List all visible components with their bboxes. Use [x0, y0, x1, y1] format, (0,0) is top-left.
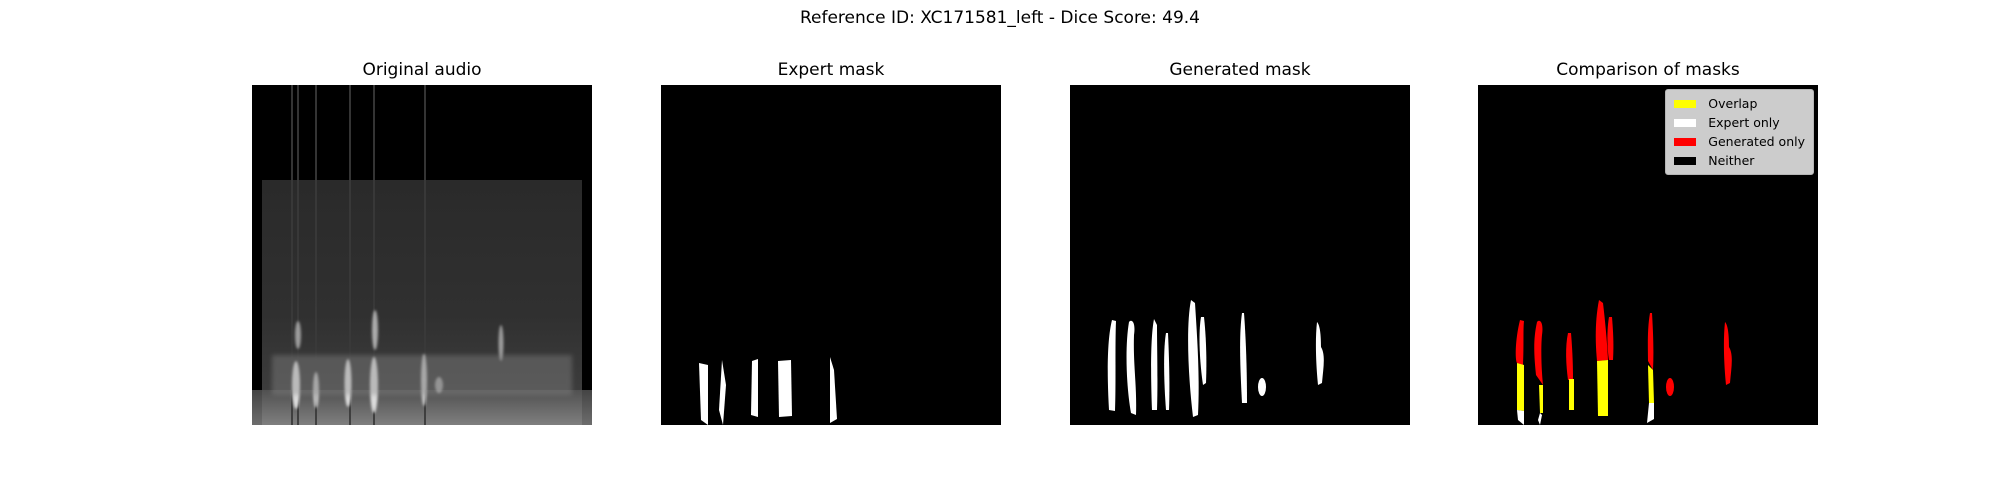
panel-title-expert-mask: Expert mask [661, 60, 1001, 80]
legend-label-neither: Neither [1708, 153, 1754, 168]
figure-title: Reference ID: XC171581_left - Dice Score… [0, 8, 2000, 28]
generated-segment [1108, 320, 1116, 411]
legend-swatch-neither [1674, 157, 1696, 165]
generated-segment [1316, 322, 1324, 385]
comparison-panel: Overlap Expert only Generated only Neith… [1478, 85, 1818, 425]
expert-segment [778, 360, 792, 417]
expert-segment [699, 363, 708, 425]
legend-item-neither: Neither [1674, 151, 1805, 170]
legend-swatch-generated-only [1674, 138, 1696, 146]
generated-segment [1188, 300, 1199, 417]
expert-only-regions [1517, 403, 1654, 425]
expert-mask-segments [699, 357, 837, 425]
generated-segment [1151, 319, 1157, 410]
legend-label-overlap: Overlap [1708, 96, 1757, 111]
expert-segment [751, 359, 758, 417]
generated-mask-panel [1070, 85, 1410, 425]
generated-segment [1258, 378, 1266, 396]
generated-segment [1200, 317, 1207, 385]
legend-item-expert-only: Expert only [1674, 113, 1805, 132]
generated-segment [1240, 313, 1247, 403]
legend-item-overlap: Overlap [1674, 94, 1805, 113]
legend-swatch-overlap [1674, 100, 1696, 108]
generated-mask-segments [1108, 300, 1324, 417]
expert-mask-panel [661, 85, 1001, 425]
panel-title-comparison: Comparison of masks [1478, 60, 1818, 80]
comparison-legend: Overlap Expert only Generated only Neith… [1665, 89, 1814, 175]
expert-segment [830, 357, 837, 423]
legend-swatch-expert-only [1674, 119, 1696, 127]
legend-item-generated-only: Generated only [1674, 132, 1805, 151]
generated-segment [1164, 333, 1169, 410]
legend-label-expert-only: Expert only [1708, 115, 1779, 130]
legend-label-generated-only: Generated only [1708, 134, 1805, 149]
panel-title-generated-mask: Generated mask [1070, 60, 1410, 80]
generated-segment [1127, 321, 1137, 415]
expert-segment [719, 360, 726, 425]
generated-only-regions [1516, 300, 1732, 396]
panel-title-original-audio: Original audio [252, 60, 592, 80]
spectrogram-panel [252, 85, 592, 425]
